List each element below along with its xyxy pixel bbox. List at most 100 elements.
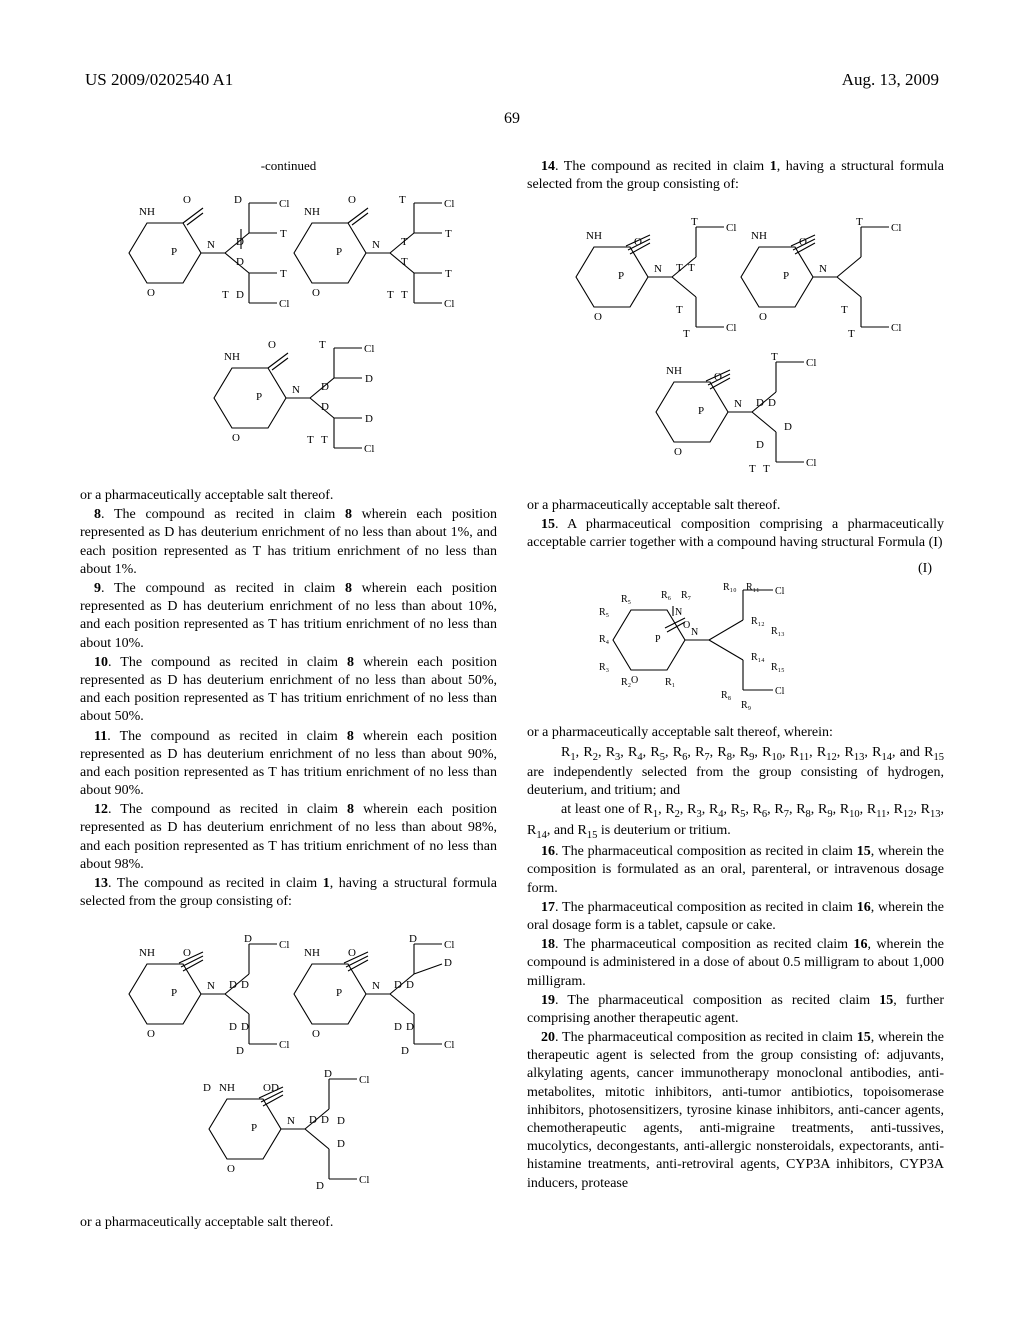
claim-9: 9. The compound as recited in claim 8 wh… bbox=[80, 580, 497, 653]
wherein-r2: at least one of R1, R2, R3, R4, R5, R6, … bbox=[527, 801, 944, 842]
svg-text:Cl: Cl bbox=[359, 1174, 369, 1186]
svg-text:Cl: Cl bbox=[444, 298, 454, 310]
svg-text:R₈: R₈ bbox=[721, 690, 732, 701]
svg-text:D: D bbox=[229, 1021, 237, 1033]
svg-text:NH: NH bbox=[139, 206, 155, 218]
svg-text:R₁₅: R₁₅ bbox=[771, 662, 785, 673]
svg-text:T: T bbox=[688, 262, 695, 274]
svg-text:D: D bbox=[321, 1114, 329, 1126]
svg-text:O: O bbox=[312, 287, 320, 299]
svg-text:O: O bbox=[232, 432, 240, 444]
wherein-r1: R1, R2, R3, R4, R5, R6, R7, R8, R9, R10,… bbox=[527, 744, 944, 801]
svg-text:O: O bbox=[759, 311, 767, 323]
svg-text:NH: NH bbox=[666, 365, 682, 377]
svg-text:D: D bbox=[309, 1114, 317, 1126]
svg-text:T: T bbox=[445, 268, 452, 280]
svg-text:D: D bbox=[316, 1180, 324, 1192]
svg-text:T: T bbox=[401, 236, 408, 248]
svg-text:R₁₂: R₁₂ bbox=[751, 616, 765, 627]
svg-text:T: T bbox=[222, 289, 229, 301]
svg-text:R₁₀: R₁₀ bbox=[723, 582, 737, 593]
svg-text:T: T bbox=[691, 216, 698, 228]
claim-19: 19. The pharmaceutical composition as re… bbox=[527, 992, 944, 1028]
svg-text:R₃: R₃ bbox=[599, 662, 609, 673]
svg-text:T: T bbox=[280, 228, 287, 240]
svg-text:Cl: Cl bbox=[364, 343, 374, 355]
svg-text:N: N bbox=[372, 980, 380, 992]
svg-text:T: T bbox=[856, 216, 863, 228]
svg-text:NH: NH bbox=[304, 947, 320, 959]
svg-text:D: D bbox=[401, 1045, 409, 1057]
svg-text:R₇: R₇ bbox=[681, 590, 691, 601]
claim-16: 16. The pharmaceutical composition as re… bbox=[527, 843, 944, 898]
svg-text:O: O bbox=[227, 1163, 235, 1175]
svg-text:P: P bbox=[171, 987, 177, 999]
svg-text:T: T bbox=[307, 434, 314, 446]
svg-text:D: D bbox=[444, 957, 452, 969]
svg-text:D: D bbox=[756, 397, 764, 409]
svg-text:Cl: Cl bbox=[279, 1039, 289, 1051]
svg-text:O: O bbox=[183, 947, 191, 959]
svg-text:Cl: Cl bbox=[279, 939, 289, 951]
svg-text:P: P bbox=[251, 1122, 257, 1134]
svg-text:Cl: Cl bbox=[806, 457, 816, 469]
svg-text:D: D bbox=[236, 236, 244, 248]
salt-text-2: or a pharmaceutically acceptable salt th… bbox=[80, 1214, 497, 1232]
svg-text:D: D bbox=[409, 933, 417, 945]
svg-text:D: D bbox=[337, 1138, 345, 1150]
svg-text:N: N bbox=[207, 980, 215, 992]
formula-i-label: (I) bbox=[918, 560, 932, 578]
svg-text:Cl: Cl bbox=[364, 443, 374, 455]
svg-text:T: T bbox=[401, 256, 408, 268]
svg-text:D: D bbox=[394, 979, 402, 991]
right-column: 14. The compound as recited in claim 1, … bbox=[527, 158, 944, 1233]
publication-date: Aug. 13, 2009 bbox=[842, 70, 939, 90]
svg-text:T: T bbox=[763, 463, 770, 475]
svg-text:Cl: Cl bbox=[444, 1039, 454, 1051]
claim-14: 14. The compound as recited in claim 1, … bbox=[527, 158, 944, 194]
svg-text:P: P bbox=[336, 246, 342, 258]
svg-text:O: O bbox=[183, 194, 191, 206]
svg-text:N: N bbox=[691, 627, 698, 638]
claim-11: 11. The compound as recited in claim 8 w… bbox=[80, 728, 497, 801]
svg-text:D: D bbox=[365, 413, 373, 425]
svg-text:O: O bbox=[674, 446, 682, 458]
svg-text:P: P bbox=[336, 987, 342, 999]
claim-12: 12. The compound as recited in claim 8 w… bbox=[80, 801, 497, 874]
svg-text:T: T bbox=[387, 289, 394, 301]
svg-text:T: T bbox=[319, 339, 326, 351]
svg-text:Cl: Cl bbox=[359, 1074, 369, 1086]
svg-text:R₂: R₂ bbox=[621, 677, 631, 688]
svg-text:T: T bbox=[841, 304, 848, 316]
svg-text:T: T bbox=[280, 268, 287, 280]
svg-text:P: P bbox=[783, 270, 789, 282]
svg-text:N: N bbox=[675, 607, 682, 618]
svg-text:T: T bbox=[749, 463, 756, 475]
svg-text:T: T bbox=[401, 289, 408, 301]
svg-text:D: D bbox=[321, 401, 329, 413]
svg-text:NH: NH bbox=[139, 947, 155, 959]
svg-text:O: O bbox=[594, 311, 602, 323]
claim-10: 10. The compound as recited in claim 8 w… bbox=[80, 654, 497, 727]
claim-8: 8. The compound as recited in claim 8 wh… bbox=[80, 506, 497, 579]
svg-text:N: N bbox=[372, 239, 380, 251]
svg-text:T: T bbox=[848, 328, 855, 340]
svg-text:R₁₁: R₁₁ bbox=[746, 582, 760, 593]
svg-text:Cl: Cl bbox=[891, 222, 901, 234]
salt-wherein: or a pharmaceutically acceptable salt th… bbox=[527, 724, 944, 742]
svg-text:Cl: Cl bbox=[775, 686, 785, 697]
svg-text:P: P bbox=[171, 246, 177, 258]
svg-text:O: O bbox=[348, 947, 356, 959]
svg-text:R₁₃: R₁₃ bbox=[771, 626, 785, 637]
chem-structure-top-left: NH O O P N D Cl T D Cl T D T bbox=[80, 183, 497, 479]
svg-text:R₁₄: R₁₄ bbox=[751, 652, 765, 663]
svg-text:O: O bbox=[348, 194, 356, 206]
svg-text:N: N bbox=[819, 263, 827, 275]
svg-text:O: O bbox=[683, 620, 690, 631]
svg-text:D: D bbox=[244, 933, 252, 945]
claim-17: 17. The pharmaceutical composition as re… bbox=[527, 899, 944, 935]
svg-text:T: T bbox=[683, 328, 690, 340]
svg-text:D: D bbox=[365, 373, 373, 385]
svg-text:D: D bbox=[394, 1021, 402, 1033]
svg-text:R₁: R₁ bbox=[665, 677, 675, 688]
